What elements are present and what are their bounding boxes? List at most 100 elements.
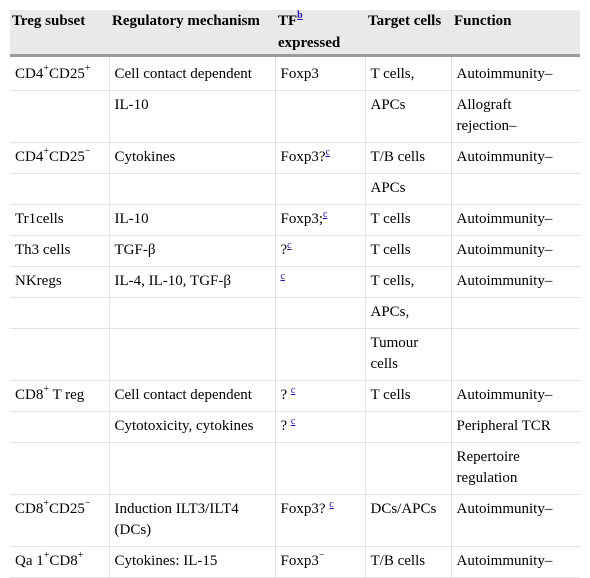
cell-target-cells	[365, 411, 452, 443]
tf-text: ?	[280, 387, 291, 403]
cell-treg-subset: Qa 1+CD8+	[10, 546, 110, 578]
footnote-c-link[interactable]: c	[290, 385, 296, 396]
cell-function: Autoimmunity–	[451, 235, 580, 267]
table-body: CD4+CD25+ Cell contact dependent Foxp3 T ce…	[10, 55, 580, 578]
subset-text: NKregs	[15, 273, 62, 289]
table-row: IL-10 APCs Allograft rejection–	[10, 90, 580, 143]
subset-text: Tr1cells	[15, 211, 64, 227]
header-treg-subset: Treg subset	[10, 10, 109, 57]
table-row: NKregs IL-4, IL-10, TGF-β c T cells, Autoimm…	[10, 266, 580, 298]
table-row: APCs	[10, 173, 580, 205]
subset-sup: +	[43, 498, 49, 509]
cell-tf-expressed: Foxp3? c	[275, 494, 366, 547]
cell-treg-subset	[10, 328, 110, 381]
cell-treg-subset: CD4+CD25−	[10, 142, 110, 174]
footnote-c-link[interactable]: c	[287, 240, 292, 251]
subset-sup: −	[84, 146, 91, 157]
cell-regulatory-mechanism	[109, 297, 276, 329]
subset-text: CD8	[15, 387, 44, 403]
cell-treg-subset: CD8+CD25−	[10, 494, 110, 547]
cell-tf-expressed: ?c	[275, 235, 366, 267]
cell-tf-expressed: Foxp3	[275, 55, 366, 91]
cell-target-cells: APCs	[365, 90, 452, 143]
cell-regulatory-mechanism	[109, 328, 276, 381]
cell-target-cells: Tumour cells	[365, 328, 452, 381]
cell-target-cells: APCs	[365, 173, 452, 205]
subset-text: CD4	[15, 149, 44, 165]
cell-tf-expressed	[275, 173, 366, 205]
subset-text-mid: CD25	[48, 66, 85, 82]
cell-regulatory-mechanism: Induction ILT3/ILT4 (DCs)	[109, 494, 276, 547]
cell-treg-subset	[10, 173, 110, 205]
footnote-c-link[interactable]: c	[280, 271, 285, 282]
cell-target-cells	[365, 442, 452, 495]
table-row: Th3 cells TGF-β ?c T cells Autoimmunity–	[10, 235, 580, 267]
cell-treg-subset: CD4+CD25+	[10, 55, 110, 91]
cell-regulatory-mechanism: TGF-β	[109, 235, 276, 267]
footnote-b-link[interactable]: b	[297, 10, 303, 21]
cell-treg-subset: NKregs	[10, 266, 110, 298]
cell-regulatory-mechanism: IL-4, IL-10, TGF-β	[109, 266, 276, 298]
header-tf-expressed: TFb expressed	[275, 10, 365, 57]
cell-target-cells: APCs,	[365, 297, 452, 329]
cell-tf-expressed: c	[275, 266, 366, 298]
subset-text: Th3 cells	[15, 242, 71, 258]
cell-function: Peripheral TCR	[451, 411, 580, 443]
tf-text: Foxp3	[280, 66, 319, 82]
subset-sup: +	[43, 146, 49, 157]
cell-tf-expressed	[275, 297, 366, 329]
subset-sup: +	[43, 384, 49, 395]
subset-text: CD8	[15, 501, 44, 517]
cell-function: Autoimmunity–	[451, 55, 580, 91]
cell-tf-expressed	[275, 328, 366, 381]
cell-regulatory-mechanism: Cell contact dependent	[109, 380, 276, 412]
subset-text-mid: T reg	[48, 387, 85, 403]
cell-tf-expressed: Foxp3;c	[275, 204, 366, 236]
subset-sup: −	[84, 498, 91, 509]
cell-function	[451, 297, 580, 329]
cell-target-cells: T cells	[365, 380, 452, 412]
cell-function: Repertoire regulation	[451, 442, 580, 495]
table-row: Tr1cells IL-10 Foxp3;c T cells Autoimmunity–	[10, 204, 580, 236]
cell-function: Autoimmunity–	[451, 266, 580, 298]
table-row: Cytotoxicity, cytokines? c Peripheral TCR	[10, 411, 580, 443]
subset-sup: +	[77, 550, 84, 561]
table-row: CD4+CD25− Cytokines Foxp3?c T/B cells Autoim…	[10, 142, 580, 174]
tf-sup: −	[318, 550, 325, 561]
cell-target-cells: T cells	[365, 235, 452, 267]
cell-regulatory-mechanism: IL-10	[109, 204, 276, 236]
subset-sup: +	[84, 63, 91, 74]
cell-tf-expressed	[275, 442, 366, 495]
table-header-row: Treg subset Regulatory mechanism TFb expr…	[10, 10, 580, 57]
cell-tf-expressed: Foxp3−	[275, 546, 366, 578]
header-target-cells: Target cells	[365, 10, 451, 57]
footnote-c-link[interactable]: c	[329, 499, 334, 510]
treg-table-container: Treg subset Regulatory mechanism TFb expr…	[10, 10, 580, 578]
header-expressed-label: expressed	[278, 35, 341, 51]
cell-tf-expressed: ? c	[275, 411, 366, 443]
cell-function: Autoimmunity–	[451, 142, 580, 174]
cell-function	[451, 328, 580, 381]
cell-treg-subset: Tr1cells	[10, 204, 110, 236]
table-row: Repertoire regulation	[10, 442, 580, 495]
cell-regulatory-mechanism	[109, 173, 276, 205]
table-row: CD8+CD25− Induction ILT3/ILT4 (DCs) Foxp3?…	[10, 494, 580, 547]
footnote-c-link[interactable]: c	[323, 209, 328, 220]
table-row: Qa 1+CD8+ Cytokines: IL-15 Foxp3− T/B cells…	[10, 546, 580, 578]
subset-sup: +	[43, 63, 49, 74]
footnote-c-link[interactable]: c	[290, 416, 296, 427]
cell-treg-subset	[10, 442, 110, 495]
header-regulatory-mechanism: Regulatory mechanism	[109, 10, 275, 57]
cell-target-cells: T cells,	[365, 266, 452, 298]
cell-treg-subset	[10, 90, 110, 143]
cell-target-cells: T cells	[365, 204, 452, 236]
cell-treg-subset	[10, 297, 110, 329]
cell-regulatory-mechanism	[109, 442, 276, 495]
cell-tf-expressed: Foxp3?c	[275, 142, 366, 174]
table-row: Tumour cells	[10, 328, 580, 381]
cell-target-cells: DCs/APCs	[365, 494, 452, 547]
footnote-c-link[interactable]: c	[325, 147, 330, 158]
header-function: Function	[451, 10, 580, 57]
cell-function: Autoimmunity–	[451, 546, 580, 578]
cell-tf-expressed: ? c	[275, 380, 366, 412]
